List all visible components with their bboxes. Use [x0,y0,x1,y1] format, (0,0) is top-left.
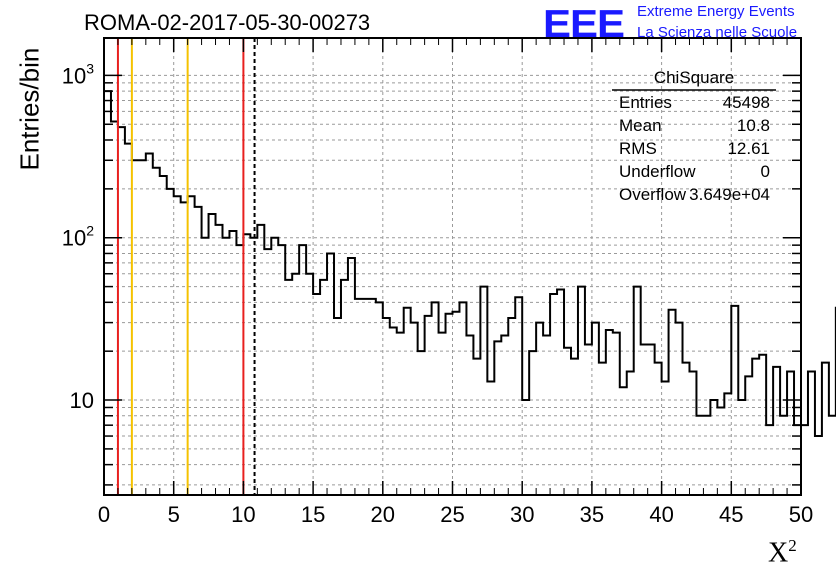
stats-value: 0 [760,162,770,181]
x-tick-label: 30 [510,502,534,527]
histogram-line [104,90,836,438]
x-tick-label: 20 [371,502,395,527]
histogram-series [104,90,836,438]
marker-lines [116,38,256,495]
stats-name: ChiSquare [653,68,735,87]
stats-value: 45498 [722,93,770,112]
stats-value: 10.8 [736,116,770,135]
y-tick-label: 103 [62,60,94,88]
stats-label: Entries [619,93,672,112]
y-tick-label: 10 [70,388,94,413]
eee-logo: EEE [543,2,625,46]
stats-label: RMS [619,139,657,158]
stats-label: Overflow [619,185,687,204]
axes: 0 5 10 15 20 25 30 35 40 45 50 10 102 103 [62,37,813,527]
stats-value: 3.649e+04 [689,185,770,204]
x-axis-label-sup: 2 [788,536,797,555]
chart-title: ROMA-02-2017-05-30-00273 [84,10,371,35]
x-axis-label-text: X [768,537,789,569]
x-tick-label: 40 [649,502,673,527]
x-tick-label: 0 [98,502,110,527]
x-tick-label: 10 [231,502,255,527]
x-tick-label: 50 [789,502,813,527]
x-tick-label: 35 [580,502,604,527]
logo-line-1: Extreme Energy Events [637,3,795,20]
x-tick-label: 15 [301,502,325,527]
stats-value: 12.61 [727,139,770,158]
x-tick-label: 25 [440,502,464,527]
logo-line-2: La Scienza nelle Scuole [637,24,798,41]
x-tick-label: 45 [719,502,743,527]
y-tick-label: 102 [62,223,94,251]
stats-label: Underflow [619,162,696,181]
stats-label: Mean [619,116,662,135]
x-axis-label: X2 [768,536,797,569]
grid-lines [104,38,801,495]
y-axis-label: Entries/bin [14,47,45,171]
x-tick-label: 5 [168,502,180,527]
